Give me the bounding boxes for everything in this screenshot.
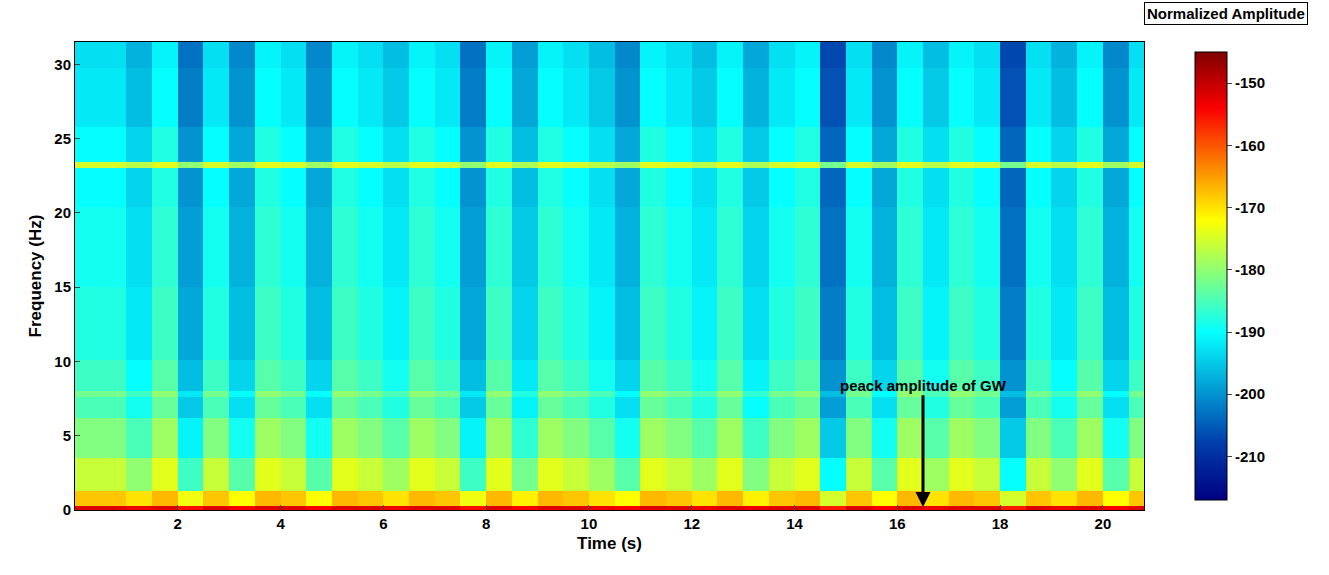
svg-text:-190: -190 [1235, 323, 1265, 340]
svg-text:20: 20 [1095, 515, 1112, 532]
svg-text:14: 14 [786, 515, 803, 532]
svg-text:5: 5 [63, 427, 71, 444]
svg-text:4: 4 [276, 515, 285, 532]
svg-text:2: 2 [174, 515, 182, 532]
svg-text:8: 8 [482, 515, 490, 532]
svg-text:12: 12 [683, 515, 700, 532]
svg-text:10: 10 [581, 515, 598, 532]
svg-text:Time (s): Time (s) [577, 534, 642, 553]
svg-text:peack amplitude of GW: peack amplitude of GW [840, 377, 1007, 394]
svg-text:-160: -160 [1235, 137, 1265, 154]
svg-text:Frequency (Hz): Frequency (Hz) [26, 215, 45, 338]
svg-text:16: 16 [889, 515, 906, 532]
svg-text:-150: -150 [1235, 74, 1265, 91]
svg-text:15: 15 [54, 278, 71, 295]
svg-text:30: 30 [54, 56, 71, 73]
svg-text:10: 10 [54, 353, 71, 370]
svg-text:-200: -200 [1235, 385, 1265, 402]
svg-text:18: 18 [992, 515, 1009, 532]
svg-text:0: 0 [63, 501, 71, 518]
svg-text:20: 20 [54, 204, 71, 221]
svg-text:6: 6 [379, 515, 387, 532]
svg-text:Normalized Amplitude: Normalized Amplitude [1147, 5, 1305, 22]
svg-text:-210: -210 [1235, 448, 1265, 465]
svg-text:25: 25 [54, 130, 71, 147]
svg-text:-170: -170 [1235, 199, 1265, 216]
svg-text:-180: -180 [1235, 261, 1265, 278]
